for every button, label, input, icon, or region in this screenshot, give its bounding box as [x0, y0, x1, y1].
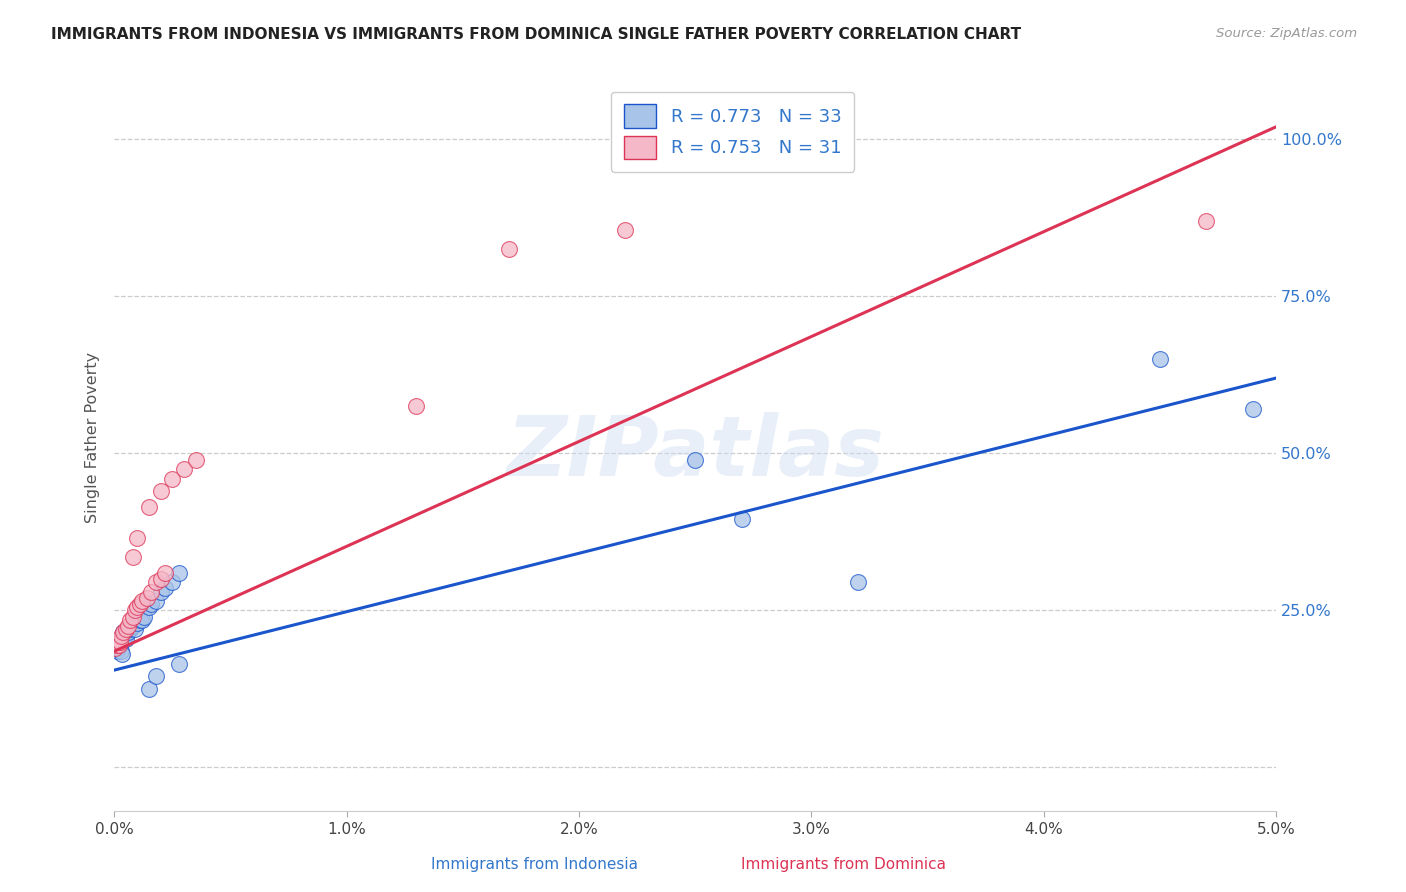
- Point: [167, 566, 190, 580]
- Point: [155, 582, 177, 596]
- Point: [138, 600, 160, 615]
- Point: [149, 584, 172, 599]
- Point: [1195, 214, 1218, 228]
- Point: [110, 629, 132, 643]
- Point: [162, 472, 184, 486]
- Point: [108, 638, 131, 652]
- Point: [107, 641, 129, 656]
- Point: [149, 484, 172, 499]
- Point: [614, 223, 637, 237]
- Point: [167, 657, 190, 671]
- Point: [145, 575, 167, 590]
- Point: [128, 597, 150, 611]
- Point: [135, 591, 157, 605]
- Text: IMMIGRANTS FROM INDONESIA VS IMMIGRANTS FROM DOMINICA SINGLE FATHER POVERTY CORR: IMMIGRANTS FROM INDONESIA VS IMMIGRANTS …: [51, 27, 1021, 42]
- Point: [134, 609, 156, 624]
- Point: [121, 619, 143, 633]
- Point: [498, 243, 520, 257]
- Point: [121, 550, 143, 565]
- Y-axis label: Single Father Poverty: Single Father Poverty: [86, 352, 100, 524]
- Point: [173, 462, 195, 476]
- Point: [117, 625, 139, 640]
- Point: [117, 619, 139, 633]
- Point: [108, 635, 131, 649]
- Point: [128, 613, 150, 627]
- Point: [112, 625, 135, 640]
- Point: [131, 594, 153, 608]
- Point: [155, 566, 177, 580]
- Point: [149, 572, 172, 586]
- Point: [121, 609, 143, 624]
- Point: [104, 638, 127, 652]
- Point: [141, 597, 163, 611]
- Point: [131, 613, 153, 627]
- Point: [114, 629, 136, 643]
- Point: [124, 623, 146, 637]
- Point: [104, 641, 127, 656]
- Point: [138, 500, 160, 514]
- Point: [145, 594, 167, 608]
- Point: [105, 644, 128, 658]
- Point: [683, 452, 706, 467]
- Point: [405, 400, 427, 414]
- Point: [114, 623, 136, 637]
- Point: [138, 681, 160, 696]
- Point: [110, 644, 132, 658]
- Text: Source: ZipAtlas.com: Source: ZipAtlas.com: [1216, 27, 1357, 40]
- Point: [846, 575, 869, 590]
- Point: [127, 600, 149, 615]
- Point: [730, 512, 752, 526]
- Point: [112, 625, 135, 640]
- Text: Immigrants from Indonesia: Immigrants from Indonesia: [430, 857, 638, 872]
- Point: [162, 575, 184, 590]
- Point: [111, 648, 134, 662]
- Point: [184, 452, 207, 467]
- Point: [107, 635, 129, 649]
- Point: [105, 638, 128, 652]
- Point: [108, 635, 131, 649]
- Point: [127, 531, 149, 545]
- Legend: R = 0.773   N = 33, R = 0.753   N = 31: R = 0.773 N = 33, R = 0.753 N = 31: [612, 92, 853, 171]
- Point: [1241, 402, 1264, 417]
- Point: [1149, 352, 1171, 367]
- Point: [108, 638, 131, 652]
- Point: [120, 613, 142, 627]
- Point: [120, 623, 142, 637]
- Point: [141, 584, 163, 599]
- Text: Immigrants from Dominica: Immigrants from Dominica: [741, 857, 946, 872]
- Point: [127, 615, 149, 630]
- Point: [124, 603, 146, 617]
- Point: [145, 669, 167, 683]
- Text: ZIPatlas: ZIPatlas: [506, 412, 884, 493]
- Point: [114, 632, 136, 646]
